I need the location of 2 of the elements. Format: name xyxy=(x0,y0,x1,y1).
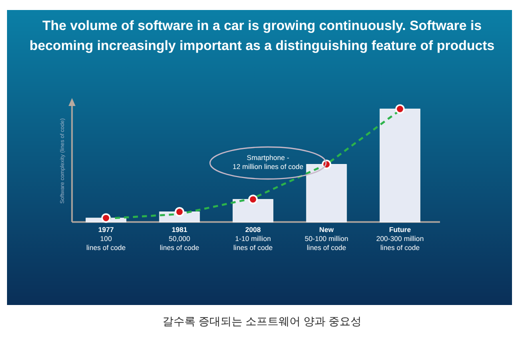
annotation: 갈수록 증대되는 소프트웨어 양과 중요성 xyxy=(162,316,362,328)
title: The volume of software in a car is growing continuously. Software is becoming increasingly important as a distinguishing feature of products xyxy=(29,18,495,53)
